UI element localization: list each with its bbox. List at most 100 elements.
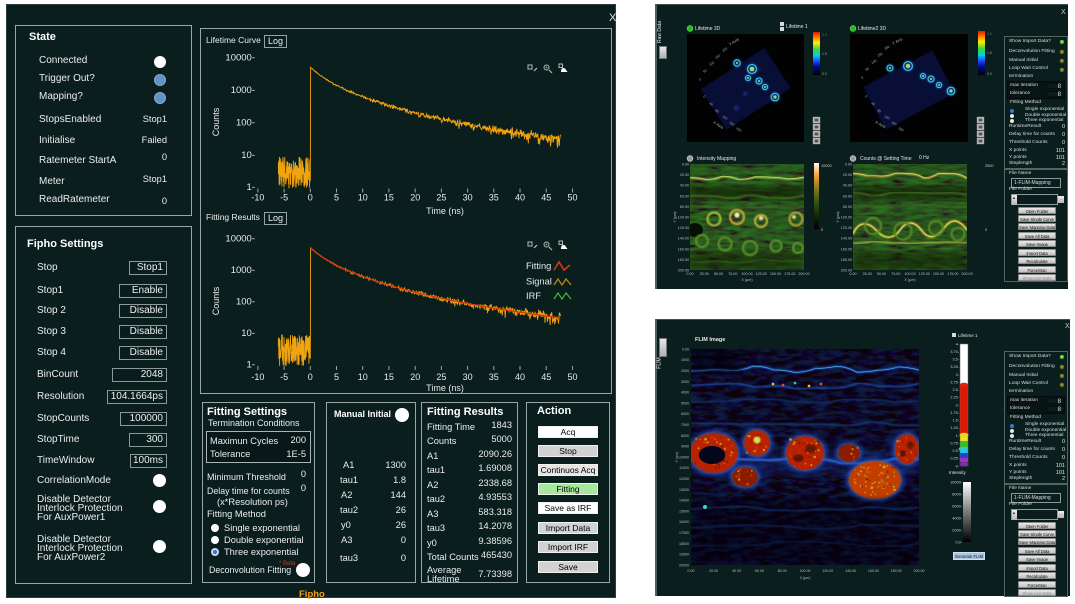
svg-text:4000-: 4000- — [952, 516, 962, 520]
svg-text:Counts: Counts — [211, 286, 221, 315]
svg-text:0: 0 — [821, 228, 823, 232]
svg-text:0.0-: 0.0- — [955, 540, 962, 544]
svg-text:160.00: 160.00 — [678, 247, 689, 251]
svg-text:100: 100 — [708, 60, 715, 66]
svg-text:140.00: 140.00 — [678, 237, 689, 241]
svg-text:Y Axis: Y Axis — [891, 36, 903, 46]
svg-text:80.00: 80.00 — [778, 569, 787, 573]
svg-text:20.00: 20.00 — [709, 569, 718, 573]
svg-text:35: 35 — [489, 193, 499, 203]
svg-text:0: 0 — [308, 193, 313, 203]
svg-text:20.00: 20.00 — [680, 173, 689, 177]
svg-text:20: 20 — [410, 193, 420, 203]
svg-text:8000-: 8000- — [952, 492, 962, 496]
svg-text:5: 5 — [334, 193, 339, 203]
svg-text:-10: -10 — [251, 372, 264, 382]
svg-text:25: 25 — [436, 372, 446, 382]
svg-text:160.00: 160.00 — [841, 247, 852, 251]
svg-text:200: 200 — [884, 45, 891, 51]
svg-text:60.00: 60.00 — [680, 194, 689, 198]
svg-text:150: 150 — [877, 52, 884, 58]
svg-text:14000: 14000 — [679, 499, 689, 503]
svg-text:20: 20 — [410, 372, 420, 382]
svg-text:50.00: 50.00 — [877, 272, 886, 276]
svg-text:125.00: 125.00 — [756, 272, 767, 276]
svg-text:1.75-: 1.75- — [950, 411, 959, 415]
svg-text:1-: 1- — [247, 360, 255, 371]
svg-text:25.00: 25.00 — [700, 272, 709, 276]
svg-text:200.00: 200.00 — [914, 569, 925, 573]
svg-text:0.00: 0.00 — [682, 347, 689, 351]
svg-text:50: 50 — [567, 372, 577, 382]
svg-text:12000: 12000 — [679, 477, 689, 481]
svg-text:-10: -10 — [251, 193, 264, 203]
svg-text:6000-: 6000- — [952, 504, 962, 508]
svg-text:45: 45 — [541, 193, 551, 203]
svg-text:0.00: 0.00 — [845, 163, 852, 167]
svg-text:120.00: 120.00 — [678, 226, 689, 230]
svg-text:10-: 10- — [241, 150, 255, 161]
svg-text:10-: 10- — [241, 328, 255, 339]
svg-text:100.00: 100.00 — [800, 569, 811, 573]
svg-text:0.75-: 0.75- — [950, 441, 959, 445]
svg-text:200: 200 — [898, 126, 905, 132]
svg-text:150.00: 150.00 — [933, 272, 944, 276]
svg-text:X Axis: X Axis — [875, 119, 887, 129]
svg-text:2.75-: 2.75- — [950, 380, 959, 384]
svg-text:35: 35 — [489, 372, 499, 382]
svg-text:80.00: 80.00 — [843, 205, 852, 209]
svg-text:0.5-: 0.5- — [952, 449, 959, 453]
svg-text:140.00: 140.00 — [841, 237, 852, 241]
svg-text:2500: 2500 — [985, 164, 993, 168]
svg-text:30: 30 — [463, 372, 473, 382]
svg-text:30: 30 — [463, 193, 473, 203]
svg-text:3.75-: 3.75- — [950, 350, 959, 354]
svg-text:100-: 100- — [236, 117, 255, 128]
svg-text:1000: 1000 — [681, 358, 689, 362]
svg-text:10000: 10000 — [821, 164, 832, 168]
svg-text:100.00: 100.00 — [741, 272, 752, 276]
svg-text:1000-: 1000- — [231, 265, 255, 276]
svg-text:Y (µm): Y (µm) — [673, 211, 677, 222]
svg-text:Fitting: Fitting — [526, 261, 551, 271]
svg-text:Counts: Counts — [211, 107, 221, 136]
svg-text:100: 100 — [871, 59, 878, 65]
svg-text:0-: 0- — [956, 464, 960, 468]
svg-text:9000: 9000 — [681, 445, 689, 449]
svg-text:120: 120 — [884, 114, 891, 120]
svg-text:15: 15 — [384, 372, 394, 382]
svg-text:1-: 1- — [956, 434, 960, 438]
svg-text:10: 10 — [358, 193, 368, 203]
svg-text:3.25-: 3.25- — [950, 365, 959, 369]
svg-text:1.5-: 1.5- — [952, 419, 959, 423]
svg-text:2000-: 2000- — [952, 528, 962, 532]
svg-text:2-: 2- — [956, 403, 960, 407]
svg-text:50.00: 50.00 — [714, 272, 723, 276]
svg-text:3.5: 3.5 — [987, 32, 992, 36]
svg-text:Y Axis: Y Axis — [728, 37, 740, 47]
svg-text:10000: 10000 — [679, 455, 689, 459]
svg-text:17000: 17000 — [679, 531, 689, 535]
svg-text:200: 200 — [721, 46, 728, 52]
svg-text:X Axis: X Axis — [712, 120, 724, 130]
svg-text:4-: 4- — [956, 342, 960, 346]
svg-text:2000: 2000 — [681, 369, 689, 373]
svg-text:-5: -5 — [280, 372, 288, 382]
svg-text:10000-: 10000- — [225, 233, 255, 244]
svg-text:IRF: IRF — [526, 291, 541, 301]
svg-text:1000-: 1000- — [231, 85, 255, 96]
svg-text:0: 0 — [698, 77, 702, 81]
svg-text:180.00: 180.00 — [891, 569, 902, 573]
svg-text:180.00: 180.00 — [841, 258, 852, 262]
svg-text:3.5: 3.5 — [822, 33, 827, 37]
svg-text:40.00: 40.00 — [680, 184, 689, 188]
svg-text:20.00: 20.00 — [843, 173, 852, 177]
svg-text:160: 160 — [728, 120, 735, 126]
svg-text:80: 80 — [714, 108, 719, 113]
svg-text:175.00: 175.00 — [947, 272, 958, 276]
svg-text:0.25-: 0.25- — [950, 457, 959, 461]
svg-text:40: 40 — [515, 193, 525, 203]
svg-text:X (µm): X (µm) — [741, 278, 752, 282]
svg-text:120.00: 120.00 — [841, 226, 852, 230]
svg-text:25.00: 25.00 — [863, 272, 872, 276]
